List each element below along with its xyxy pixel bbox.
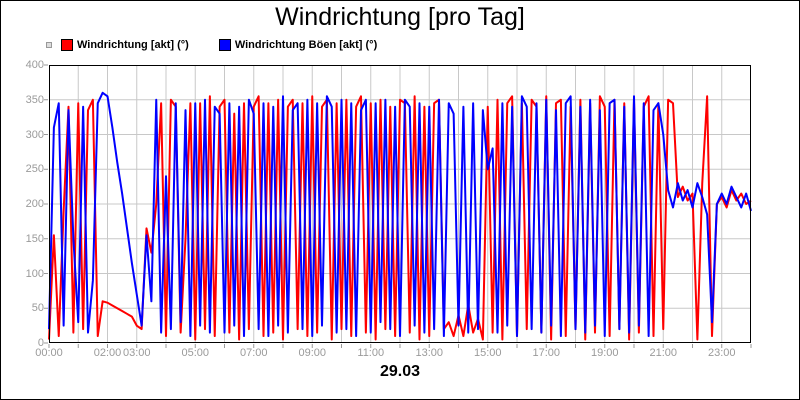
plot-border xyxy=(49,65,751,343)
x-axis-tick-label: 13:00 xyxy=(415,347,444,359)
plot-area xyxy=(44,64,752,348)
x-axis-tick-label: 07:00 xyxy=(239,347,268,359)
x-axis-tick-label: 21:00 xyxy=(649,347,678,359)
y-axis-tick-label: 50 xyxy=(31,302,44,315)
x-axis-tick-label: 02:00 xyxy=(93,347,122,359)
x-axis-tick-label: 15:00 xyxy=(473,347,502,359)
y-axis-tick-label: 300 xyxy=(25,128,44,141)
x-axis-tick-label: 09:00 xyxy=(298,347,327,359)
red-series-swatch-icon xyxy=(61,39,73,51)
x-axis-tick-label: 17:00 xyxy=(532,347,561,359)
legend-label-windrichtung-boeen: Windrichtung Böen [akt] (°) xyxy=(234,39,378,51)
x-axis-tick-label: 05:00 xyxy=(181,347,210,359)
y-axis-tick-label: 350 xyxy=(25,93,44,106)
x-axis-tick-label: 19:00 xyxy=(590,347,619,359)
legend: Windrichtung [akt] (°) Windrichtung Böen… xyxy=(46,39,377,51)
legend-entry-windrichtung-boeen[interactable]: Windrichtung Böen [akt] (°) xyxy=(218,39,378,51)
y-axis-tick-label: 0 xyxy=(37,337,44,349)
x-axis-tick-label: 23:00 xyxy=(707,347,736,359)
y-axis-tick-label: 200 xyxy=(25,198,44,210)
blue-series-swatch-icon xyxy=(218,39,231,51)
x-axis-tick-label: 11:00 xyxy=(357,347,385,359)
legend-entry-windrichtung[interactable]: Windrichtung [akt] (°) xyxy=(61,39,189,51)
chart-title: Windrichtung [pro Tag] xyxy=(275,3,525,31)
x-axis-tick-label: 03:00 xyxy=(122,347,151,359)
legend-label-windrichtung: Windrichtung [akt] (°) xyxy=(77,39,189,51)
y-axis-tick-label: 400 xyxy=(25,59,44,71)
y-axis-tick-label: 100 xyxy=(25,267,44,280)
series-line-2 xyxy=(48,91,752,338)
legend-marker-icon xyxy=(46,42,52,48)
y-axis-tick-label: 150 xyxy=(25,232,44,245)
x-axis-tick-label: 00:00 xyxy=(35,347,63,359)
y-axis-tick-label: 250 xyxy=(25,163,44,176)
date-label: 29.03 xyxy=(379,363,421,380)
